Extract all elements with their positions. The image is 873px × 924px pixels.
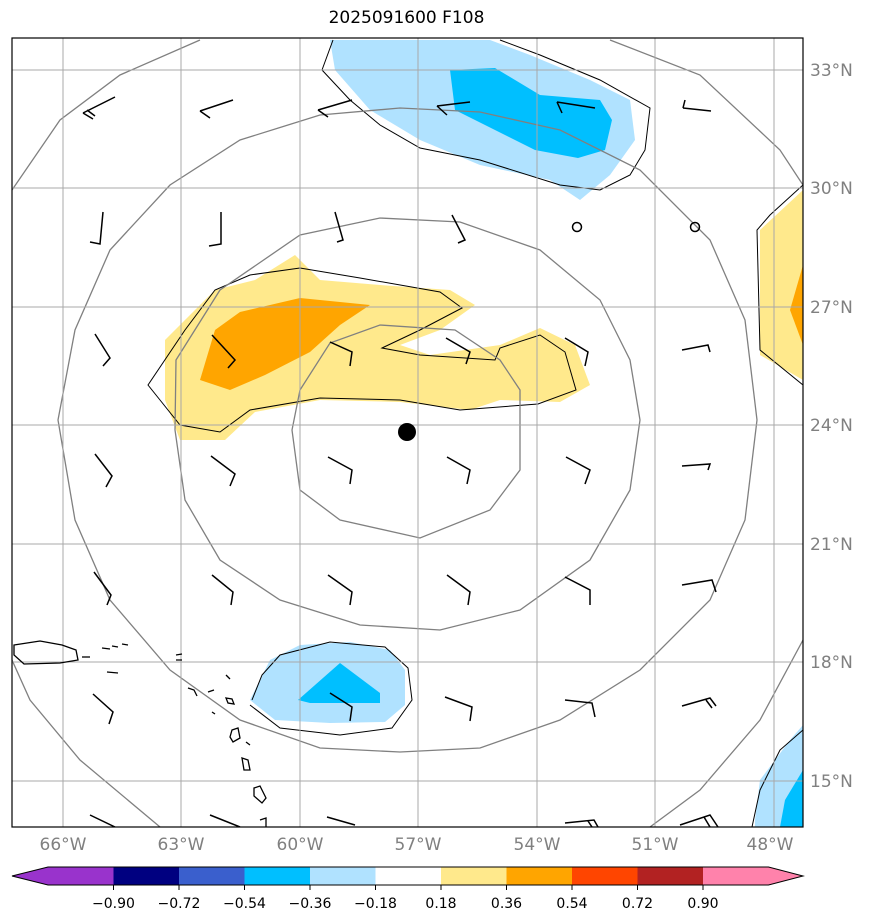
wind-barbs xyxy=(82,96,719,827)
colorbar-label: −0.36 xyxy=(289,896,332,912)
colorbar-segment xyxy=(113,867,179,885)
orange-region-central xyxy=(200,298,370,390)
lat-tick-label: 21°N xyxy=(810,535,853,555)
colorbar-segment xyxy=(703,867,769,885)
colorbar-label: −0.54 xyxy=(223,896,266,912)
lon-tick-label: 66°W xyxy=(40,835,87,855)
colorbar-segment xyxy=(244,867,310,885)
lat-tick-label: 27°N xyxy=(810,298,853,318)
colorbar-segment xyxy=(310,867,376,885)
colorbar-extend-low xyxy=(12,867,48,885)
colorbar-extend-high xyxy=(768,867,803,885)
colorbar-segment xyxy=(506,867,572,885)
lon-tick-label: 51°W xyxy=(632,835,679,855)
lon-tick-label: 57°W xyxy=(395,835,442,855)
lon-tick-label: 48°W xyxy=(747,835,794,855)
colorbar-segment xyxy=(441,867,507,885)
colorbar-label: 0.18 xyxy=(425,896,456,912)
colorbar-label: −0.72 xyxy=(158,896,201,912)
lat-tick-label: 30°N xyxy=(810,179,853,199)
map-area xyxy=(12,38,803,827)
colorbar: −0.90 −0.72 −0.54 −0.36 −0.18 0.18 0.36 … xyxy=(11,866,805,912)
range-ring-outermost xyxy=(12,39,803,827)
coastlines xyxy=(13,640,267,827)
yellow-region-central xyxy=(165,255,590,440)
colorbar-segment xyxy=(48,867,114,885)
lon-tick-label: 54°W xyxy=(514,835,561,855)
lat-tick-labels: 33°N 30°N 27°N 24°N 21°N 18°N 15°N xyxy=(810,61,853,792)
map-frame xyxy=(11,37,804,828)
yellow-region-east xyxy=(760,190,803,380)
lat-tick-label: 24°N xyxy=(810,416,853,436)
lon-tick-label: 60°W xyxy=(277,835,324,855)
cyan-region-south xyxy=(298,663,380,703)
map-title: 2025091600 F108 xyxy=(328,8,485,28)
colorbar-label: −0.18 xyxy=(354,896,397,912)
colorbar-label: 0.54 xyxy=(556,896,587,912)
graticule xyxy=(12,38,803,827)
island-puerto-rico xyxy=(13,640,79,665)
range-ring-middle xyxy=(174,217,641,631)
lon-tick-labels: 66°W 63°W 60°W 57°W 54°W 51°W 48°W xyxy=(40,835,794,855)
colorbar-label: 0.90 xyxy=(687,896,718,912)
lat-tick-label: 33°N xyxy=(810,61,853,81)
lat-tick-label: 15°N xyxy=(810,772,853,792)
colorbar-segment xyxy=(179,867,245,885)
range-ring-outer xyxy=(57,107,758,753)
orange-region-east xyxy=(790,265,803,345)
lon-tick-label: 63°W xyxy=(158,835,205,855)
colorbar-segment xyxy=(637,867,703,885)
colorbar-segment xyxy=(375,867,441,885)
colorbar-segment xyxy=(572,867,638,885)
shaded-fields xyxy=(165,40,803,827)
storm-center-marker xyxy=(398,423,416,441)
colorbar-label: 0.72 xyxy=(622,896,653,912)
cyan-region-southeast xyxy=(780,770,803,827)
lat-tick-label: 18°N xyxy=(810,653,853,673)
colorbar-label: 0.36 xyxy=(491,896,522,912)
colorbar-label: −0.90 xyxy=(92,896,135,912)
